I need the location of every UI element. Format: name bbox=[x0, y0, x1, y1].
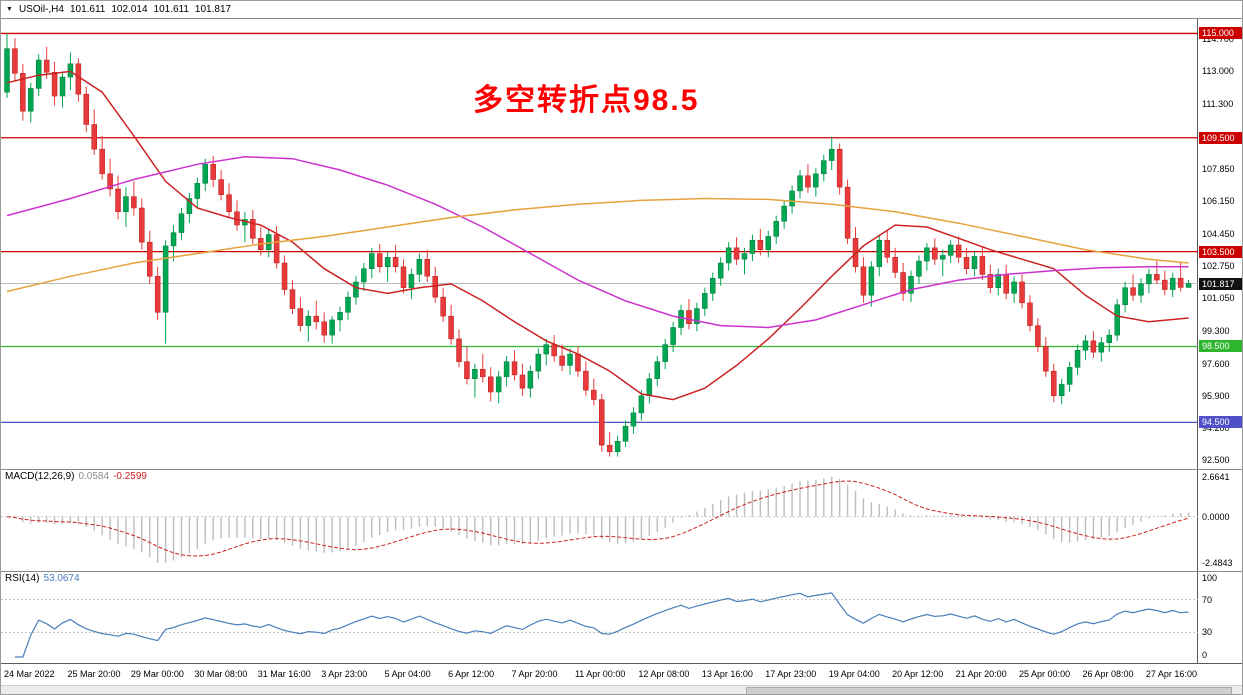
axis-label: 2.6641 bbox=[1202, 472, 1230, 482]
time-axis-label: 21 Apr 20:00 bbox=[955, 669, 1007, 679]
axis-label: 102.750 bbox=[1202, 260, 1235, 271]
ohlc-low: 101.611 bbox=[153, 4, 189, 15]
price-line-badge[interactable]: 115.000 bbox=[1199, 27, 1242, 40]
time-axis-label: 25 Mar 20:00 bbox=[67, 669, 121, 679]
macd-panel-label: MACD(12,26,9) 0.0584 -0.2599 bbox=[5, 471, 151, 482]
price-line-badge[interactable]: 103.500 bbox=[1199, 245, 1242, 258]
time-axis-label: 17 Apr 23:00 bbox=[765, 669, 817, 679]
axis-label: 111.300 bbox=[1202, 98, 1234, 109]
axis-label: 100 bbox=[1202, 573, 1218, 583]
axis-label: 107.850 bbox=[1202, 164, 1235, 175]
rsi-label: RSI(14) bbox=[5, 573, 40, 584]
macd-label: MACD(12,26,9) bbox=[5, 471, 75, 482]
axis-label: 106.150 bbox=[1202, 196, 1235, 207]
time-axis-label: 27 Apr 16:00 bbox=[1145, 669, 1197, 679]
time-axis-label: 7 Apr 20:00 bbox=[511, 669, 558, 679]
time-axis-label: 12 Apr 08:00 bbox=[638, 669, 690, 679]
time-axis-label: 26 Apr 08:00 bbox=[1082, 669, 1134, 679]
axis-label: 95.900 bbox=[1202, 390, 1230, 401]
time-axis-label: 6 Apr 12:00 bbox=[448, 669, 495, 679]
time-axis[interactable]: 24 Mar 2022 25 Mar 20:00 29 Mar 00:00 30 Ma… bbox=[1, 663, 1242, 685]
ohlc-open: 101.611 bbox=[69, 4, 106, 15]
macd-signal-line bbox=[6, 480, 1189, 557]
time-axis-label: 29 Mar 00:00 bbox=[130, 669, 184, 679]
symbol-timeframe-label: USOil-,H4 bbox=[18, 4, 64, 15]
time-axis-label: 19 Apr 04:00 bbox=[828, 669, 880, 679]
macd-panel[interactable]: MACD(12,26,9) 0.0584 -0.2599 bbox=[1, 469, 1198, 571]
time-axis-label: 13 Apr 16:00 bbox=[701, 669, 753, 679]
rsi-value: 53.0674 bbox=[43, 573, 80, 584]
ma-fast-red bbox=[6, 70, 1189, 401]
macd-main-value: 0.0584 bbox=[78, 471, 110, 482]
panel-separator[interactable] bbox=[1, 469, 1242, 470]
chart-title-bar: ▼ USOil-,H4 101.611 102.014 101.611 101.… bbox=[1, 1, 1242, 19]
macd-signal-value: -0.2599 bbox=[113, 471, 147, 482]
price-axis[interactable]: 114.700113.000111.300109.600107.850106.1… bbox=[1199, 1, 1242, 685]
time-axis-label: 25 Apr 00:00 bbox=[1019, 669, 1071, 679]
rsi-plot[interactable] bbox=[1, 571, 1198, 663]
axis-label: 99.300 bbox=[1202, 326, 1230, 337]
chart-annotation-text: 多空转折点98.5 bbox=[473, 84, 700, 117]
ohlc-close: 101.817 bbox=[194, 4, 232, 15]
ma-mid-magenta bbox=[6, 156, 1189, 329]
main-chart-panel[interactable]: 多空转折点98.5 bbox=[1, 19, 1198, 469]
time-axis-label: 24 Mar 2022 bbox=[4, 669, 55, 679]
axis-label: 0.0000 bbox=[1202, 511, 1230, 522]
axis-label: 0 bbox=[1202, 650, 1208, 660]
axis-label: 97.600 bbox=[1202, 358, 1230, 369]
axis-label: 92.500 bbox=[1202, 455, 1230, 466]
axis-label: 30 bbox=[1202, 627, 1213, 638]
scrollbar-thumb[interactable] bbox=[746, 687, 1232, 694]
ma-slow-orange bbox=[6, 197, 1189, 293]
macd-histogram bbox=[14, 477, 1190, 563]
rsi-panel[interactable]: RSI(14) 53.0674 bbox=[1, 571, 1198, 663]
axis-label: 70 bbox=[1202, 594, 1213, 605]
time-axis-label: 3 Apr 23:00 bbox=[321, 669, 368, 679]
chart-dropdown-icon[interactable]: ▼ bbox=[6, 6, 13, 13]
rsi-line bbox=[14, 592, 1189, 658]
time-axis-label: 5 Apr 04:00 bbox=[384, 669, 431, 679]
candlestick-plot[interactable] bbox=[1, 19, 1198, 469]
time-axis-label: 11 Apr 00:00 bbox=[574, 669, 626, 679]
price-line-badge[interactable]: 94.500 bbox=[1199, 416, 1242, 429]
ohlc-high: 102.014 bbox=[111, 4, 148, 15]
time-axis-label: 31 Mar 16:00 bbox=[257, 669, 311, 679]
horizontal-scrollbar[interactable] bbox=[1, 685, 1242, 694]
price-line-badge[interactable]: 98.500 bbox=[1199, 340, 1242, 353]
axis-label: 104.450 bbox=[1202, 228, 1235, 239]
time-axis-label: 20 Apr 12:00 bbox=[892, 669, 944, 679]
macd-plot[interactable] bbox=[1, 469, 1198, 571]
axis-label: 101.050 bbox=[1202, 293, 1235, 304]
candles bbox=[4, 33, 1192, 457]
time-axis-label: 30 Mar 08:00 bbox=[194, 669, 248, 679]
axis-label: 113.000 bbox=[1202, 66, 1234, 77]
rsi-panel-label: RSI(14) 53.0674 bbox=[5, 573, 84, 584]
current-price-badge[interactable]: 101.817 bbox=[1199, 277, 1242, 290]
price-line-badge[interactable]: 109.500 bbox=[1199, 131, 1242, 144]
panel-separator[interactable] bbox=[1, 571, 1242, 572]
axis-label: -2.4843 bbox=[1202, 558, 1233, 568]
